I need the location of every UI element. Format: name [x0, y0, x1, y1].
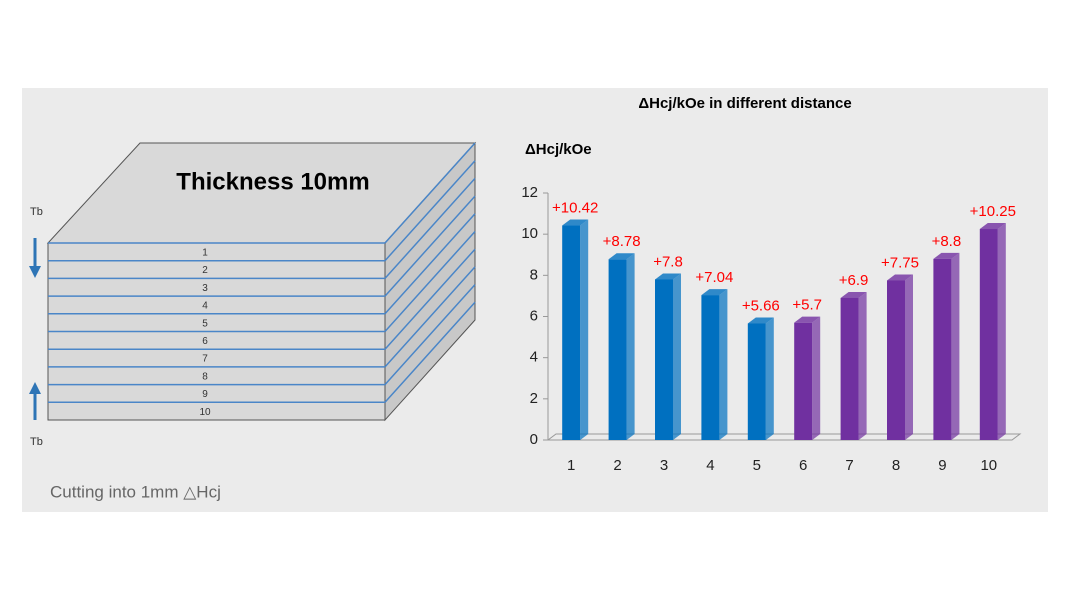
layer-label: 10 [199, 407, 211, 418]
caption: Cutting into 1mm △Hcj [50, 482, 221, 501]
up-arrow-head [29, 382, 41, 394]
layer-label: 9 [202, 389, 208, 400]
layer-side-line [384, 142, 476, 244]
layer-label: 4 [202, 301, 208, 312]
bar-side [858, 291, 867, 440]
top-label: Tb [30, 206, 43, 218]
value-label: +6.9 [839, 272, 869, 289]
bar-side [719, 289, 728, 440]
value-label: +8.8 [932, 233, 962, 250]
bar [655, 279, 673, 440]
y-tick-label: 2 [530, 390, 538, 407]
x-tick-label: 8 [892, 457, 900, 474]
layer-label: 1 [202, 247, 208, 258]
y-tick-label: 12 [521, 184, 538, 201]
bar-side [997, 223, 1006, 440]
layers: 1 2 3 4 5 6 7 8 9 10 [48, 142, 476, 418]
bar [887, 280, 905, 440]
x-tick-label: 3 [660, 457, 668, 474]
bar [840, 297, 859, 440]
layer-label: 8 [202, 371, 208, 382]
bar-top [655, 273, 681, 280]
value-label: +10.25 [970, 203, 1016, 220]
x-tick-label: 4 [706, 457, 714, 474]
layer-side-line [384, 160, 476, 262]
bar-top [701, 289, 728, 296]
value-label: +8.78 [603, 233, 641, 250]
bar-side [765, 317, 774, 440]
bar-top [933, 252, 960, 259]
bar-side [673, 273, 681, 440]
y-tick-label: 10 [521, 225, 538, 242]
bar-top [794, 316, 821, 323]
chart: 0 2 4 6 8 10 12 +10.42 1 +8.78 2 +7.8 3 +7.04 4 +5.66 5 +… [521, 184, 1022, 474]
y-tick-label: 0 [530, 431, 538, 448]
bar [794, 322, 813, 440]
layer-side-line [384, 266, 476, 368]
y-axis-label: ΔHcj/kOe [525, 141, 592, 158]
value-label: +7.8 [653, 253, 683, 270]
layer-side-line [384, 248, 476, 350]
layer-side-line [384, 284, 476, 386]
bar [562, 225, 581, 440]
bar-top [608, 253, 635, 260]
bar-top [747, 317, 774, 324]
x-tick-label: 10 [980, 457, 997, 474]
value-label: +10.42 [552, 199, 598, 216]
layer-side-line [384, 195, 476, 297]
bar-side [626, 253, 635, 440]
layer-label: 5 [202, 318, 208, 329]
bottom-label: Tb [30, 436, 43, 448]
bar [933, 258, 952, 440]
down-arrow-head [29, 266, 41, 278]
bar-side [951, 252, 960, 440]
layer-label: 2 [202, 265, 208, 276]
value-label: +5.7 [792, 297, 822, 314]
value-label: +7.75 [881, 254, 919, 271]
bar-side [812, 316, 821, 440]
block-title: Thickness 10mm [176, 168, 369, 195]
bar-top [979, 223, 1006, 230]
layer-side-line [384, 177, 476, 279]
x-tick-label: 6 [799, 457, 807, 474]
layer-side-line [384, 230, 476, 333]
layer-side-line [384, 213, 476, 315]
bar-top [887, 274, 913, 281]
y-tick-label: 4 [530, 349, 538, 366]
layer-label: 6 [202, 336, 208, 347]
bar-side [905, 274, 913, 440]
x-tick-label: 7 [845, 457, 853, 474]
y-tick-label: 6 [530, 307, 538, 324]
bar-top [562, 219, 589, 226]
bar [701, 295, 720, 440]
value-label: +7.04 [695, 269, 733, 286]
x-tick-label: 9 [938, 457, 946, 474]
bar-side [580, 219, 589, 440]
layer-label: 3 [202, 283, 208, 294]
chart-title: ΔHcj/kOe in different distance [638, 95, 851, 112]
y-tick-label: 8 [530, 266, 538, 283]
x-tick-label: 5 [753, 457, 761, 474]
bar [747, 323, 766, 440]
layer-label: 7 [202, 354, 208, 365]
arrows [29, 238, 41, 420]
x-tick-label: 1 [567, 457, 575, 474]
layer-side-line [384, 301, 476, 403]
bar [608, 259, 627, 440]
bar-top [840, 291, 867, 298]
bar [979, 229, 998, 440]
x-tick-label: 2 [613, 457, 621, 474]
value-label: +5.66 [742, 297, 780, 314]
